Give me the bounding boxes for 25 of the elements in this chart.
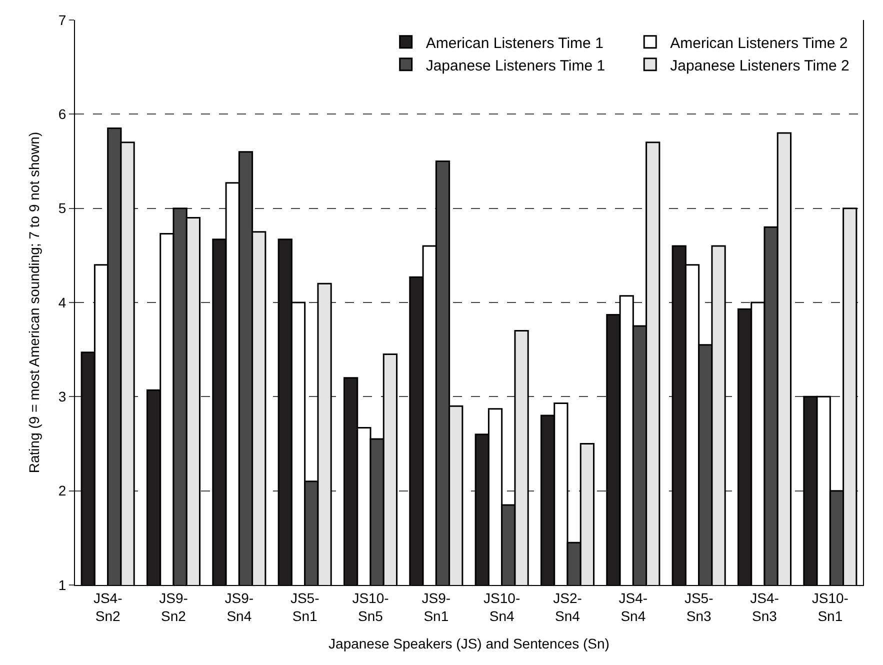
x-tick-label: JS2-Sn4 bbox=[553, 590, 582, 624]
x-tick-label: JS10-Sn5 bbox=[352, 590, 390, 624]
legend-label: American Listeners Time 1 bbox=[426, 34, 604, 52]
x-tick-label: JS9-Sn2 bbox=[159, 590, 188, 624]
legend-label: American Listeners Time 2 bbox=[670, 34, 848, 52]
x-tick-label: JS4-Sn3 bbox=[750, 590, 780, 624]
x-tick-label: JS5-Sn3 bbox=[684, 590, 714, 624]
x-tick-label: JS4-Sn2 bbox=[93, 590, 123, 624]
x-tick-label: JS4-Sn4 bbox=[618, 590, 648, 624]
x-tick-label: JS10-Sn1 bbox=[812, 590, 849, 624]
x-tick-label: JS9-Sn4 bbox=[224, 590, 254, 624]
y-tick-label: 7 bbox=[58, 12, 66, 28]
y-tick-label: 2 bbox=[58, 482, 66, 499]
x-tick-label: JS5-Sn1 bbox=[290, 590, 320, 624]
x-axis-title: Japanese Speakers (JS) and Sentences (Sn) bbox=[328, 635, 610, 652]
y-tick-label: 5 bbox=[58, 200, 66, 216]
legend-label: Japanese Listeners Time 2 bbox=[670, 57, 850, 74]
y-tick-label: 1 bbox=[58, 576, 66, 593]
y-axis-title: Rating (9 = most American sounding; 7 to 9 not shown) bbox=[26, 132, 42, 474]
x-tick-label: JS10-Sn4 bbox=[484, 590, 520, 624]
y-tick-label: 6 bbox=[58, 106, 66, 122]
y-tick-label: 4 bbox=[58, 294, 66, 310]
y-tick-label: 3 bbox=[58, 388, 66, 405]
legend-label: Japanese Listeners Time 1 bbox=[426, 57, 606, 74]
x-tick-label: JS9-Sn1 bbox=[422, 590, 451, 624]
